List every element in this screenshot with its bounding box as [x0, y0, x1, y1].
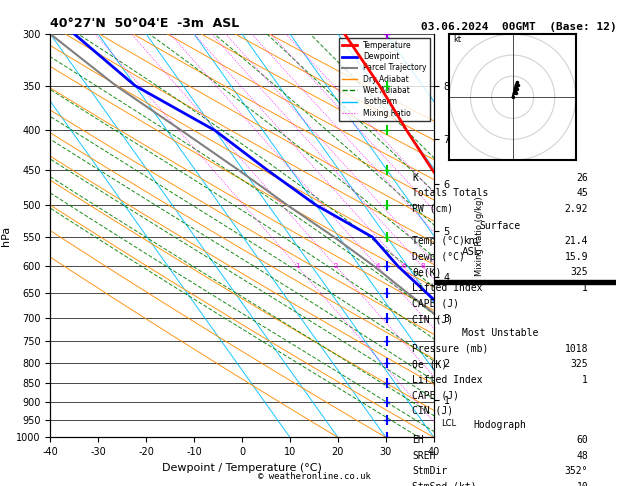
Text: 15.9: 15.9 — [565, 252, 588, 262]
Text: StmDir: StmDir — [412, 467, 447, 476]
Text: EH: EH — [412, 435, 424, 445]
Text: 325: 325 — [571, 359, 588, 369]
Text: 1: 1 — [582, 375, 588, 385]
Text: PW (cm): PW (cm) — [412, 204, 453, 214]
Text: CIN (J): CIN (J) — [412, 314, 453, 324]
X-axis label: Dewpoint / Temperature (°C): Dewpoint / Temperature (°C) — [162, 463, 322, 473]
Text: Mixing Ratio (g/kg): Mixing Ratio (g/kg) — [476, 196, 484, 276]
Text: 2.92: 2.92 — [565, 204, 588, 214]
Y-axis label: hPa: hPa — [1, 226, 11, 246]
Text: 6: 6 — [401, 263, 406, 269]
Y-axis label: km
ASL: km ASL — [462, 236, 480, 257]
Text: CAPE (J): CAPE (J) — [412, 298, 459, 309]
Text: 1018: 1018 — [565, 344, 588, 354]
Text: 21.4: 21.4 — [565, 236, 588, 246]
Text: 60: 60 — [576, 435, 588, 445]
Legend: Temperature, Dewpoint, Parcel Trajectory, Dry Adiabat, Wet Adiabat, Isotherm, Mi: Temperature, Dewpoint, Parcel Trajectory… — [339, 38, 430, 121]
Text: CIN (J): CIN (J) — [412, 406, 453, 416]
Text: 2: 2 — [334, 263, 338, 269]
Text: kt: kt — [454, 35, 462, 44]
Text: CAPE (J): CAPE (J) — [412, 390, 459, 400]
Text: 45: 45 — [576, 188, 588, 198]
Text: Lifted Index: Lifted Index — [412, 283, 482, 293]
Text: 1: 1 — [582, 283, 588, 293]
Text: Surface: Surface — [479, 221, 521, 231]
Text: 352°: 352° — [565, 467, 588, 476]
Text: Temp (°C): Temp (°C) — [412, 236, 465, 246]
Text: © weatheronline.co.uk: © weatheronline.co.uk — [258, 472, 371, 481]
Text: 40°27'N  50°04'E  -3m  ASL: 40°27'N 50°04'E -3m ASL — [50, 17, 240, 30]
Text: Dewp (°C): Dewp (°C) — [412, 252, 465, 262]
Text: θe(K): θe(K) — [412, 267, 442, 278]
Text: 48: 48 — [576, 451, 588, 461]
Text: Lifted Index: Lifted Index — [412, 375, 482, 385]
Text: 26: 26 — [576, 173, 588, 183]
Text: Hodograph: Hodograph — [474, 420, 526, 430]
Text: 03.06.2024  00GMT  (Base: 12): 03.06.2024 00GMT (Base: 12) — [421, 22, 617, 32]
Text: LCL: LCL — [442, 419, 457, 428]
Text: 8: 8 — [420, 263, 425, 269]
Bar — [434, 280, 616, 284]
Text: 325: 325 — [571, 267, 588, 278]
Text: θe (K): θe (K) — [412, 359, 447, 369]
Text: K: K — [412, 173, 418, 183]
Text: Most Unstable: Most Unstable — [462, 328, 538, 338]
Text: StmSpd (kt): StmSpd (kt) — [412, 482, 477, 486]
Text: 10: 10 — [576, 482, 588, 486]
Text: Totals Totals: Totals Totals — [412, 188, 488, 198]
Text: SREH: SREH — [412, 451, 435, 461]
Text: 1: 1 — [295, 263, 299, 269]
Text: 4: 4 — [376, 263, 380, 269]
Text: Pressure (mb): Pressure (mb) — [412, 344, 488, 354]
